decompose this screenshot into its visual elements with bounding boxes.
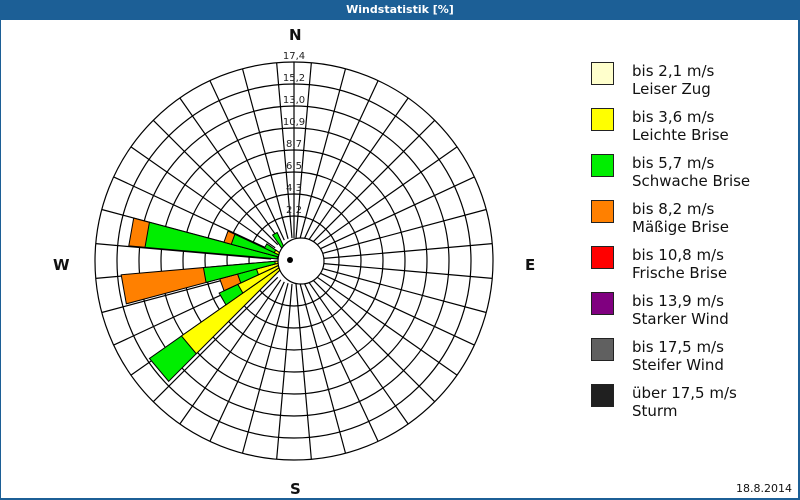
legend-swatch — [591, 108, 614, 131]
ring-label: 8,7 — [286, 139, 302, 150]
wind-rose-chart: 2,2 4,3 6,5 8,7 10,9 13,0 15,2 17,4 — [94, 51, 494, 461]
chart-panel: 2,2 4,3 6,5 8,7 10,9 13,0 15,2 17,4 N E S W bis… — [1, 20, 798, 498]
grid-spoke — [316, 208, 487, 256]
legend-label: Steifer Wind — [632, 356, 724, 374]
grid-spoke — [303, 281, 379, 442]
rose-hub — [277, 237, 325, 285]
grid-spoke — [152, 276, 279, 403]
grid-spoke — [241, 68, 289, 239]
grid-spoke — [309, 119, 436, 246]
grid-spoke — [309, 276, 436, 403]
cardinal-west: W — [53, 256, 70, 274]
grid-spoke — [295, 283, 312, 460]
grid-spoke — [312, 146, 458, 249]
legend-label: Leiser Zug — [632, 80, 711, 98]
legend-swatch — [591, 62, 614, 85]
grid-spoke — [314, 270, 475, 346]
ring-label: 17,4 — [283, 51, 305, 62]
cardinal-north: N — [289, 26, 302, 44]
grid-spoke — [179, 97, 282, 243]
legend-speed: bis 13,9 m/s — [632, 292, 724, 310]
ring-label: 4,3 — [286, 183, 302, 194]
grid-spoke — [295, 62, 312, 239]
grid-spoke — [209, 281, 285, 442]
grid-spoke — [306, 97, 409, 243]
legend-swatch — [591, 154, 614, 177]
legend-label: Frische Brise — [632, 264, 728, 282]
legend-swatch — [591, 200, 614, 223]
grid-spoke — [241, 283, 289, 454]
ring-label: 13,0 — [283, 95, 305, 106]
grid-spoke — [299, 283, 347, 454]
legend-speed: bis 3,6 m/s — [632, 108, 715, 126]
grid-spoke — [306, 279, 409, 425]
legend-speed: bis 5,7 m/s — [632, 154, 715, 172]
petal-segment — [202, 259, 291, 284]
grid-spoke — [303, 80, 379, 241]
cardinal-south: S — [290, 480, 301, 498]
legend-speed: über 17,5 m/s — [632, 384, 737, 402]
legend-label: Schwache Brise — [632, 172, 751, 190]
grid-spoke — [312, 273, 458, 376]
grid-spoke — [299, 68, 347, 239]
ring-label: 15,2 — [283, 73, 305, 84]
ring-label: 2,2 — [286, 205, 302, 216]
grid-spoke — [316, 262, 493, 279]
legend-swatch — [591, 292, 614, 315]
grid-spoke — [179, 279, 282, 425]
cardinal-east: E — [525, 256, 536, 274]
grid-spoke — [316, 243, 493, 260]
grid-spoke — [152, 119, 279, 246]
legend-label: Sturm — [632, 402, 678, 420]
legend-label: Mäßige Brise — [632, 218, 729, 236]
legend-swatch — [591, 338, 614, 361]
grid-spoke — [276, 283, 293, 460]
legend-speed: bis 10,8 m/s — [632, 246, 724, 264]
legend-label: Leichte Brise — [632, 126, 729, 144]
legend-speed: bis 17,5 m/s — [632, 338, 724, 356]
date-stamp: 18.8.2014 — [736, 482, 792, 495]
legend-speed: bis 2,1 m/s — [632, 62, 715, 80]
grid-spoke — [276, 62, 293, 239]
legend-swatch — [591, 246, 614, 269]
ring-label: 6,5 — [286, 161, 302, 172]
window-title: Windstatistik [%] — [0, 0, 800, 20]
grid-spoke — [130, 146, 276, 249]
grid-spoke — [314, 176, 475, 252]
grid-spoke — [95, 243, 272, 260]
legend-speed: bis 8,2 m/s — [632, 200, 715, 218]
legend-swatch — [591, 384, 614, 407]
ring-label: 10,9 — [283, 117, 305, 128]
legend-label: Starker Wind — [632, 310, 729, 328]
grid-spoke — [209, 80, 285, 241]
grid-spoke — [316, 266, 487, 314]
grid-spoke — [113, 176, 274, 252]
